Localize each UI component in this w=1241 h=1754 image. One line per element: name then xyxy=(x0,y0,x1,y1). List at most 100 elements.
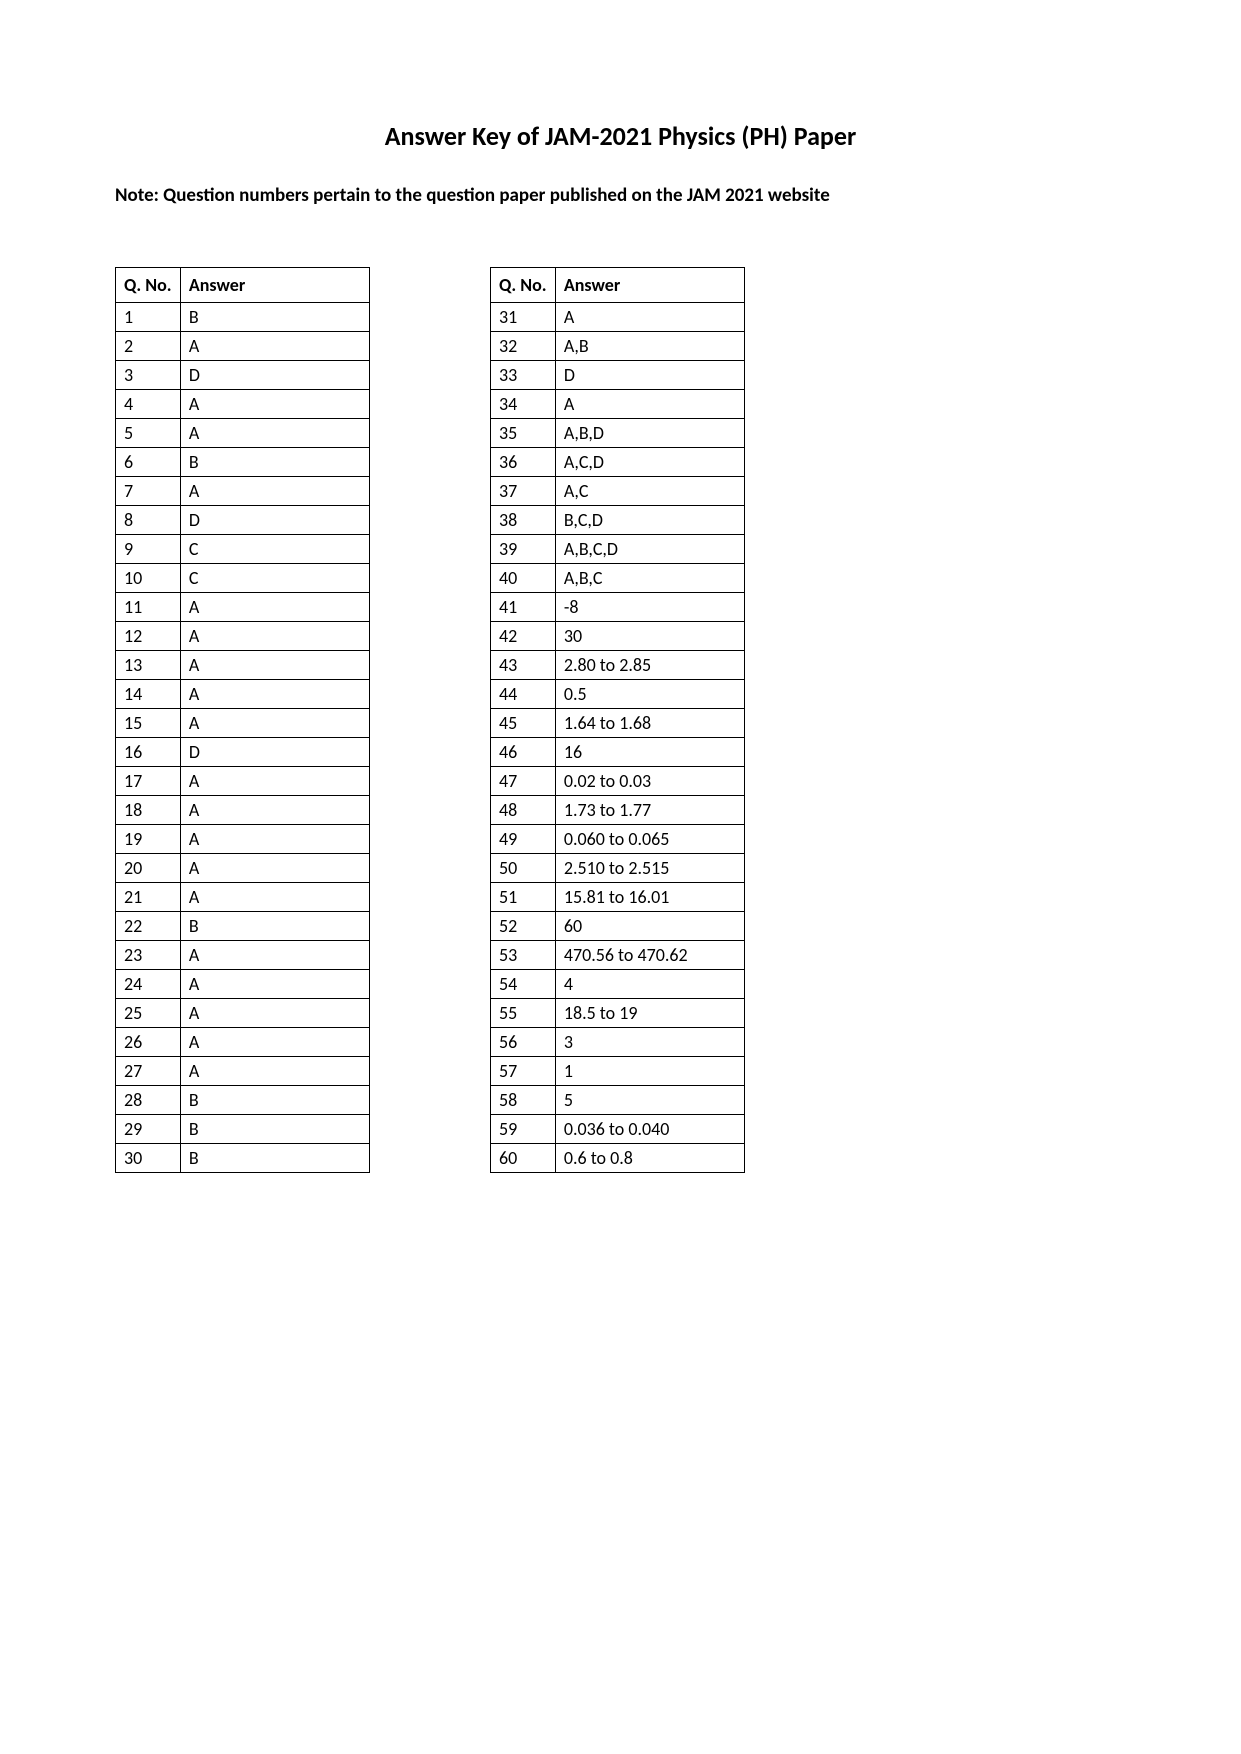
cell-answer: B,C,D xyxy=(555,506,744,535)
cell-qno: 18 xyxy=(116,796,181,825)
cell-answer: A xyxy=(180,390,369,419)
cell-answer: B xyxy=(180,448,369,477)
table-row: 18A xyxy=(116,796,370,825)
cell-qno: 39 xyxy=(491,535,556,564)
cell-answer: A xyxy=(180,883,369,912)
cell-answer: A xyxy=(180,332,369,361)
table-row: 14A xyxy=(116,680,370,709)
cell-answer: 0.02 to 0.03 xyxy=(555,767,744,796)
answer-table-left: Q. No. Answer 1B2A3D4A5A6B7A8D9C10C11A12… xyxy=(115,267,370,1173)
cell-answer: A xyxy=(180,767,369,796)
table-row: 22B xyxy=(116,912,370,941)
table-header-row: Q. No. Answer xyxy=(491,268,745,303)
cell-answer: A,C,D xyxy=(555,448,744,477)
cell-qno: 3 xyxy=(116,361,181,390)
cell-answer: 1.64 to 1.68 xyxy=(555,709,744,738)
table-row: 36A,C,D xyxy=(491,448,745,477)
cell-answer: A,C xyxy=(555,477,744,506)
cell-qno: 33 xyxy=(491,361,556,390)
cell-qno: 14 xyxy=(116,680,181,709)
table-row: 11A xyxy=(116,593,370,622)
cell-answer: D xyxy=(180,361,369,390)
cell-qno: 25 xyxy=(116,999,181,1028)
cell-qno: 45 xyxy=(491,709,556,738)
table-row: 585 xyxy=(491,1086,745,1115)
table-row: 39A,B,C,D xyxy=(491,535,745,564)
cell-qno: 46 xyxy=(491,738,556,767)
cell-answer: B xyxy=(180,1086,369,1115)
table-row: 5260 xyxy=(491,912,745,941)
table-row: 31A xyxy=(491,303,745,332)
tables-container: Q. No. Answer 1B2A3D4A5A6B7A8D9C10C11A12… xyxy=(115,267,1126,1173)
table-row: 29B xyxy=(116,1115,370,1144)
cell-qno: 28 xyxy=(116,1086,181,1115)
table-row: 481.73 to 1.77 xyxy=(491,796,745,825)
table-row: 26A xyxy=(116,1028,370,1057)
cell-qno: 1 xyxy=(116,303,181,332)
cell-answer: 60 xyxy=(555,912,744,941)
table-row: 19A xyxy=(116,825,370,854)
cell-qno: 42 xyxy=(491,622,556,651)
cell-answer: A xyxy=(555,390,744,419)
cell-qno: 31 xyxy=(491,303,556,332)
cell-qno: 57 xyxy=(491,1057,556,1086)
table-row: 34A xyxy=(491,390,745,419)
cell-answer: 3 xyxy=(555,1028,744,1057)
cell-qno: 19 xyxy=(116,825,181,854)
table-row: 25A xyxy=(116,999,370,1028)
cell-answer: A xyxy=(180,709,369,738)
cell-qno: 55 xyxy=(491,999,556,1028)
table-row: 451.64 to 1.68 xyxy=(491,709,745,738)
cell-answer: B xyxy=(180,912,369,941)
table-row: 590.036 to 0.040 xyxy=(491,1115,745,1144)
cell-answer: A,B,D xyxy=(555,419,744,448)
cell-qno: 17 xyxy=(116,767,181,796)
table-row: 12A xyxy=(116,622,370,651)
cell-qno: 32 xyxy=(491,332,556,361)
table-row: 28B xyxy=(116,1086,370,1115)
cell-answer: D xyxy=(180,738,369,767)
table-row: 563 xyxy=(491,1028,745,1057)
cell-qno: 21 xyxy=(116,883,181,912)
cell-answer: 18.5 to 19 xyxy=(555,999,744,1028)
cell-answer: 2.510 to 2.515 xyxy=(555,854,744,883)
cell-qno: 4 xyxy=(116,390,181,419)
header-answer: Answer xyxy=(180,268,369,303)
cell-answer: A xyxy=(180,477,369,506)
cell-answer: 1.73 to 1.77 xyxy=(555,796,744,825)
table-row: 4616 xyxy=(491,738,745,767)
cell-answer: A xyxy=(180,419,369,448)
table-row: 10C xyxy=(116,564,370,593)
cell-answer: 1 xyxy=(555,1057,744,1086)
cell-qno: 41 xyxy=(491,593,556,622)
cell-answer: A xyxy=(180,999,369,1028)
cell-qno: 34 xyxy=(491,390,556,419)
cell-answer: C xyxy=(180,564,369,593)
cell-qno: 7 xyxy=(116,477,181,506)
table-row: 23A xyxy=(116,941,370,970)
note-text: Note: Question numbers pertain to the qu… xyxy=(115,184,1126,207)
cell-answer: 0.6 to 0.8 xyxy=(555,1144,744,1173)
cell-answer: A xyxy=(555,303,744,332)
cell-qno: 59 xyxy=(491,1115,556,1144)
table-row: 33D xyxy=(491,361,745,390)
table-row: 4A xyxy=(116,390,370,419)
table-row: 21A xyxy=(116,883,370,912)
table-row: 544 xyxy=(491,970,745,999)
cell-qno: 30 xyxy=(116,1144,181,1173)
table-row: 37A,C xyxy=(491,477,745,506)
table-row: 15A xyxy=(116,709,370,738)
cell-qno: 29 xyxy=(116,1115,181,1144)
header-answer: Answer xyxy=(555,268,744,303)
cell-qno: 48 xyxy=(491,796,556,825)
table-row: 7A xyxy=(116,477,370,506)
cell-answer: 0.5 xyxy=(555,680,744,709)
header-qno: Q. No. xyxy=(491,268,556,303)
cell-qno: 10 xyxy=(116,564,181,593)
table-row: 1B xyxy=(116,303,370,332)
cell-qno: 15 xyxy=(116,709,181,738)
table-row: 600.6 to 0.8 xyxy=(491,1144,745,1173)
cell-answer: A xyxy=(180,1057,369,1086)
table-row: 2A xyxy=(116,332,370,361)
cell-answer: 0.060 to 0.065 xyxy=(555,825,744,854)
